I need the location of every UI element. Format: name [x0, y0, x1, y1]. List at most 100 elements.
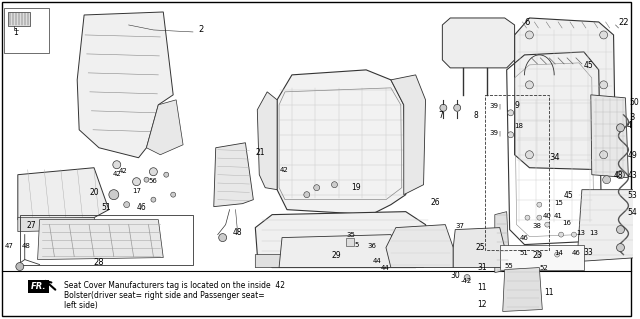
Polygon shape — [495, 211, 509, 272]
Text: 25: 25 — [476, 242, 485, 252]
Circle shape — [149, 168, 157, 176]
Circle shape — [508, 132, 514, 138]
Circle shape — [537, 215, 542, 220]
Text: 47: 47 — [5, 242, 14, 249]
Bar — [500, 245, 584, 270]
Text: 30: 30 — [451, 271, 460, 279]
Circle shape — [164, 172, 169, 177]
Circle shape — [109, 190, 119, 200]
Text: 1: 1 — [13, 28, 18, 37]
Circle shape — [603, 176, 611, 184]
Text: 46: 46 — [520, 234, 529, 241]
Bar — [28, 279, 49, 293]
Text: 19: 19 — [351, 183, 361, 192]
Polygon shape — [279, 234, 396, 268]
Circle shape — [113, 161, 121, 169]
Polygon shape — [453, 228, 505, 268]
Text: 12: 12 — [477, 300, 487, 309]
Text: 55: 55 — [505, 263, 513, 269]
Text: 48: 48 — [22, 242, 31, 249]
Circle shape — [555, 252, 559, 257]
Text: 20: 20 — [90, 188, 99, 197]
Text: 2: 2 — [198, 25, 203, 34]
Circle shape — [559, 232, 564, 237]
Text: 31: 31 — [477, 263, 487, 271]
Text: 15: 15 — [554, 200, 563, 206]
Circle shape — [545, 222, 550, 227]
Text: 29: 29 — [332, 250, 341, 260]
Polygon shape — [77, 12, 173, 158]
Text: 11: 11 — [544, 287, 554, 296]
Text: 26: 26 — [431, 198, 440, 207]
Polygon shape — [18, 218, 99, 232]
Text: 44: 44 — [373, 257, 382, 263]
Text: 39: 39 — [490, 103, 499, 109]
Circle shape — [600, 81, 607, 89]
Polygon shape — [257, 92, 277, 190]
Text: 21: 21 — [255, 148, 265, 157]
Text: |: | — [498, 131, 500, 136]
Circle shape — [332, 182, 337, 188]
Polygon shape — [442, 18, 515, 68]
Text: 42: 42 — [280, 167, 289, 173]
Circle shape — [616, 226, 625, 234]
Bar — [8, 12, 29, 26]
Circle shape — [616, 171, 625, 179]
Text: 45: 45 — [564, 191, 574, 200]
Text: 9: 9 — [515, 101, 520, 110]
Text: 4: 4 — [627, 121, 632, 130]
Circle shape — [16, 263, 24, 271]
Circle shape — [537, 202, 542, 207]
Text: 45: 45 — [584, 61, 594, 70]
Polygon shape — [503, 268, 542, 311]
Text: 51: 51 — [520, 249, 529, 256]
Circle shape — [572, 232, 577, 237]
Text: 13: 13 — [576, 230, 585, 236]
Text: 38: 38 — [532, 223, 541, 229]
Text: 8: 8 — [473, 111, 478, 120]
Text: 56: 56 — [149, 178, 158, 184]
Polygon shape — [18, 168, 109, 219]
Text: 42: 42 — [119, 168, 127, 174]
Text: 52: 52 — [540, 264, 548, 271]
Bar — [4, 8, 49, 53]
Circle shape — [151, 197, 156, 202]
Circle shape — [525, 151, 533, 159]
Text: 27: 27 — [27, 221, 36, 230]
Text: Seat Cover Manufacturers tag is located on the inside  42
Bolster(driver seat= r: Seat Cover Manufacturers tag is located … — [65, 280, 285, 310]
Text: 51: 51 — [101, 203, 111, 211]
Circle shape — [440, 104, 447, 111]
Polygon shape — [591, 95, 628, 178]
Text: 39: 39 — [490, 130, 499, 136]
Text: FR.: FR. — [31, 282, 46, 291]
Polygon shape — [214, 143, 253, 207]
Bar — [20, 215, 193, 264]
Bar — [485, 95, 549, 249]
Text: 35: 35 — [346, 232, 355, 238]
Polygon shape — [277, 70, 406, 215]
Text: 11: 11 — [477, 283, 487, 292]
Polygon shape — [386, 225, 453, 268]
Text: 5: 5 — [355, 241, 358, 248]
Text: 14: 14 — [554, 249, 563, 256]
Text: 42: 42 — [113, 171, 121, 177]
Text: 53: 53 — [627, 191, 637, 200]
Text: 3: 3 — [629, 113, 635, 122]
Circle shape — [144, 177, 149, 182]
Polygon shape — [38, 219, 163, 260]
Text: 34: 34 — [549, 153, 559, 162]
Circle shape — [304, 192, 310, 198]
Text: 48: 48 — [233, 227, 243, 237]
Circle shape — [464, 275, 470, 280]
Text: 17: 17 — [132, 188, 141, 194]
Circle shape — [616, 244, 625, 252]
Text: 18: 18 — [515, 123, 524, 129]
Bar — [346, 238, 355, 246]
Polygon shape — [391, 75, 426, 195]
Text: 7: 7 — [438, 111, 443, 120]
Polygon shape — [255, 211, 435, 268]
Text: 54: 54 — [627, 208, 637, 217]
Polygon shape — [515, 18, 616, 170]
Text: 13: 13 — [589, 230, 598, 236]
Circle shape — [508, 110, 514, 116]
